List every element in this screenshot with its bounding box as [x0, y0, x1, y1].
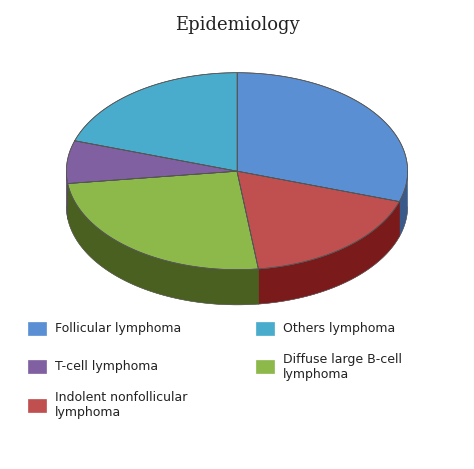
Polygon shape — [68, 171, 258, 270]
Bar — [28, 399, 46, 412]
Polygon shape — [258, 202, 399, 304]
Polygon shape — [75, 73, 237, 171]
Polygon shape — [237, 73, 408, 202]
Polygon shape — [237, 171, 399, 269]
Polygon shape — [237, 171, 258, 304]
Polygon shape — [68, 183, 258, 305]
Polygon shape — [237, 171, 399, 237]
Text: Indolent nonfollicular
lymphoma: Indolent nonfollicular lymphoma — [55, 391, 187, 419]
Text: Diffuse large B-cell
lymphoma: Diffuse large B-cell lymphoma — [283, 353, 401, 381]
Polygon shape — [237, 171, 399, 237]
Polygon shape — [237, 171, 258, 304]
Polygon shape — [68, 171, 237, 219]
Polygon shape — [66, 171, 68, 219]
Bar — [28, 322, 46, 335]
Text: Follicular lymphoma: Follicular lymphoma — [55, 322, 181, 335]
Bar — [256, 360, 274, 373]
Polygon shape — [66, 141, 237, 183]
Polygon shape — [399, 171, 408, 237]
Bar — [28, 360, 46, 373]
Text: T-cell lymphoma: T-cell lymphoma — [55, 360, 158, 373]
Bar — [256, 322, 274, 335]
Text: Others lymphoma: Others lymphoma — [283, 322, 395, 335]
Text: Epidemiology: Epidemiology — [175, 16, 299, 34]
Polygon shape — [68, 171, 237, 219]
